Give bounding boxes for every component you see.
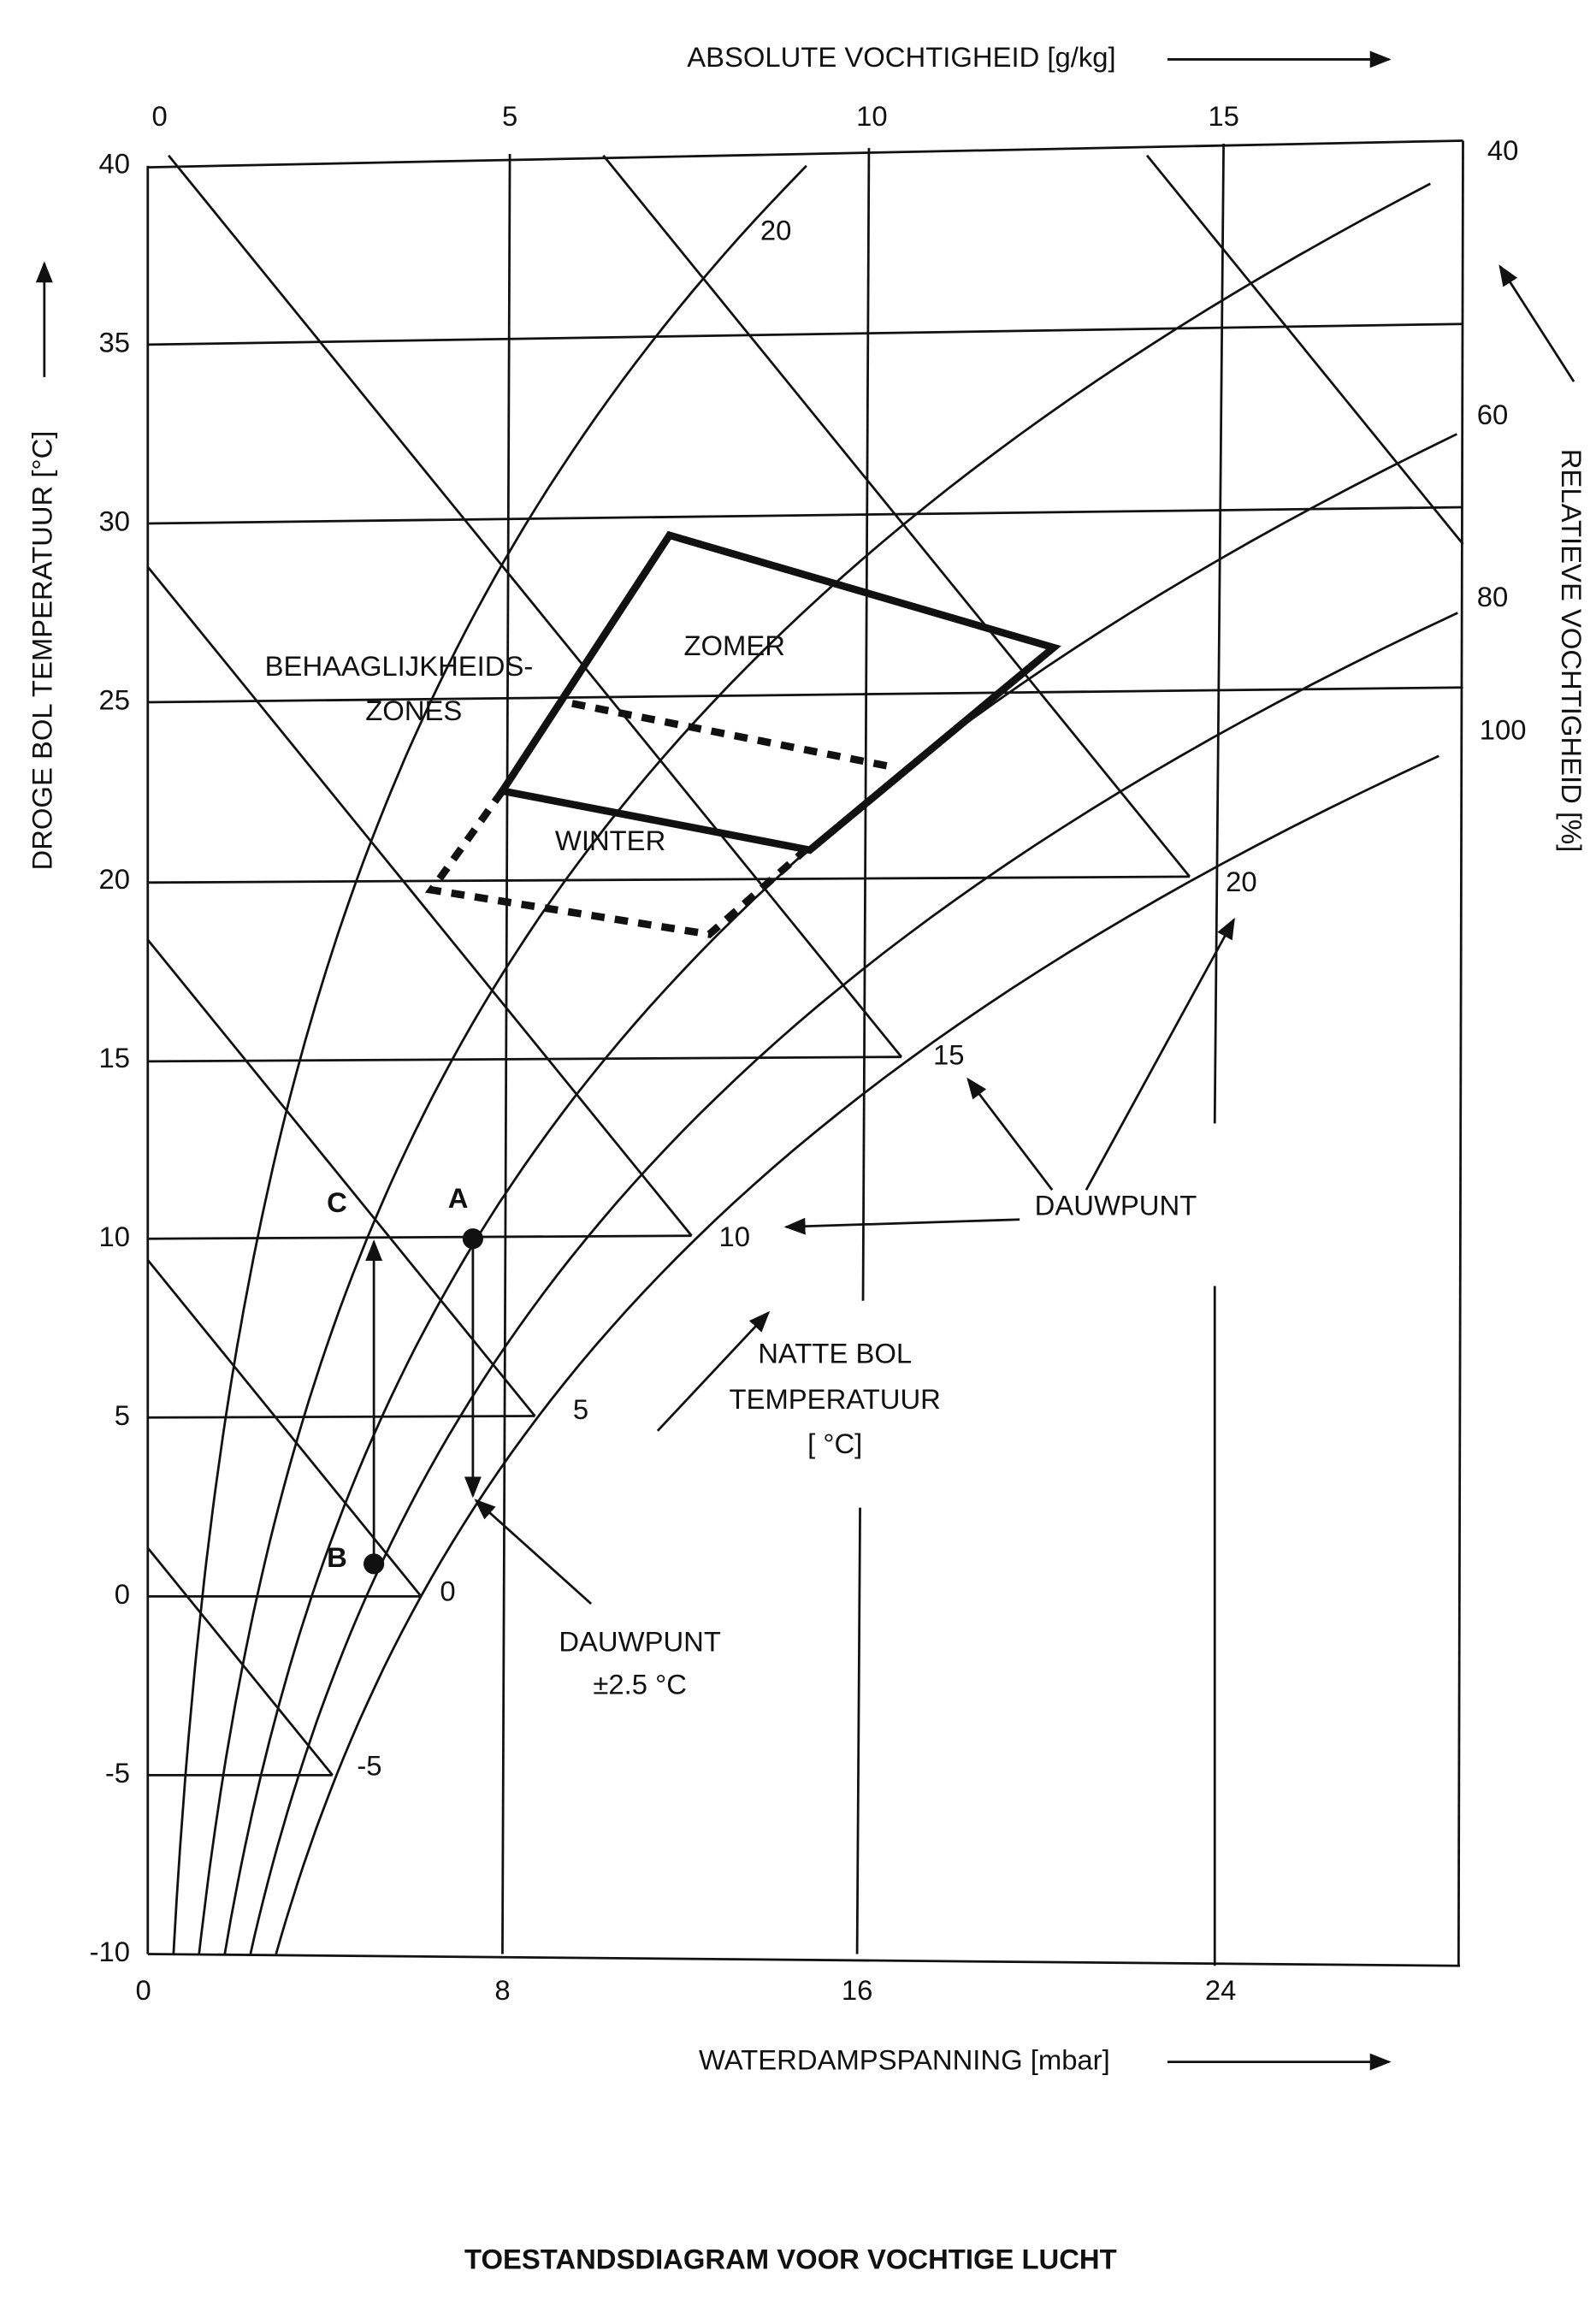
arrow — [966, 1077, 1054, 1191]
x-tick-label: 16 — [842, 1974, 873, 2006]
zone-label: ZOMER — [683, 630, 784, 661]
wet-bulb-line — [1145, 154, 1464, 546]
x-tick-label: 8 — [494, 1974, 510, 2006]
temperature-line — [147, 139, 1463, 169]
arrow — [783, 1217, 1020, 1235]
wet-bulb-line — [168, 154, 903, 1058]
wet-bulb-label: 0 — [440, 1576, 455, 1607]
wet-bulb-label: -5 — [357, 1749, 381, 1781]
annotation: DAUWPUNT — [1035, 1190, 1197, 1221]
humidity-curve — [275, 754, 1439, 1954]
x-tick-label: 24 — [1205, 1974, 1237, 2006]
y-tick-label: 0 — [115, 1578, 130, 1610]
x-tick-label: 0 — [135, 1974, 151, 2006]
y-tick-label: 5 — [115, 1399, 130, 1431]
wet-bulb-label: 5 — [573, 1393, 588, 1425]
right-tick-label: 60 — [1477, 399, 1509, 430]
y-tick-label: 40 — [99, 148, 131, 180]
temperature-line — [147, 686, 1463, 704]
chart-lines — [35, 50, 1575, 2071]
y-tick-label: -10 — [90, 1936, 130, 1967]
y-tick-label: 20 — [99, 863, 131, 895]
axis-title: DROGE BOL TEMPERATUUR [°C] — [27, 431, 58, 871]
annotation: TEMPERATUUR — [730, 1383, 941, 1415]
wet-bulb-line — [602, 154, 1191, 878]
right-tick-label: 80 — [1477, 581, 1509, 612]
annotation: NATTE BOL — [758, 1337, 912, 1369]
page-title: TOESTANDSDIAGRAM VOOR VOCHTIGE LUCHT — [464, 2244, 1117, 2275]
y-tick-label: 15 — [99, 1042, 131, 1073]
humidity-curve — [172, 164, 807, 1954]
wet-bulb-label: 20 — [1226, 866, 1257, 897]
annotation: ±2.5 °C — [593, 1668, 687, 1700]
y-tick-label: -5 — [105, 1757, 130, 1789]
top-tick-label: 0 — [151, 100, 167, 132]
y-tick-label: 35 — [99, 327, 131, 358]
y-tick-label: 25 — [99, 684, 131, 716]
y-tick-label: 10 — [99, 1221, 131, 1252]
top-tick-label: 5 — [502, 100, 517, 132]
winter-zone — [424, 789, 808, 938]
point-label: A — [448, 1182, 469, 1214]
pressure-line — [861, 148, 871, 1301]
temperature-line — [147, 1415, 535, 1419]
wet-bulb-line — [146, 565, 693, 1237]
right-tick-label: 100 — [1480, 713, 1527, 745]
pressure-line — [855, 1507, 861, 1954]
arrow — [474, 1499, 593, 1605]
arrow — [656, 1310, 771, 1432]
winter-zone — [565, 698, 888, 770]
pressure-line — [1213, 143, 1225, 1124]
temperature-line — [147, 322, 1463, 346]
wet-bulb-line — [146, 1546, 334, 1777]
right-tick-label: 40 — [1487, 134, 1519, 166]
axis-title: RELATIEVE VOCHTIGHEID [%] — [1556, 449, 1587, 853]
zone-label: WINTER — [555, 825, 665, 856]
arrow — [1498, 264, 1575, 382]
point-label: C — [327, 1186, 347, 1218]
temperature-line — [147, 506, 1463, 525]
zone-title: ZONES — [365, 695, 462, 726]
wet-bulb-label: 15 — [933, 1038, 965, 1070]
axis-title: WATERDAMPSPANNING [mbar] — [699, 2043, 1110, 2075]
wet-bulb-line — [146, 1259, 423, 1598]
axis-title: ABSOLUTE VOCHTIGHEID [g/kg] — [687, 41, 1115, 73]
wet-bulb-line — [146, 938, 536, 1417]
annotation: DAUWPUNT — [559, 1625, 721, 1657]
right-border — [1457, 140, 1464, 1966]
top-tick-label: 15 — [1208, 100, 1239, 132]
temperature-line — [147, 1234, 692, 1240]
zone-title: BEHAAGLIJKHEIDS- — [265, 650, 534, 682]
pressure-line — [501, 154, 511, 1954]
wet-bulb-label: 10 — [718, 1221, 750, 1252]
temperature-line — [147, 1055, 901, 1063]
summer-zone — [496, 530, 1061, 854]
annotation: [ °C] — [807, 1428, 862, 1459]
temperature-line — [147, 875, 1190, 884]
wet-bulb-label: 20 — [760, 214, 792, 245]
top-tick-label: 10 — [856, 100, 888, 132]
arrow — [1085, 917, 1235, 1191]
humidity-curve — [249, 612, 1458, 1954]
point-label: B — [327, 1541, 347, 1573]
bottom-axis — [147, 1953, 1461, 1967]
humidity-curve — [223, 433, 1458, 1954]
humidity-curve — [198, 182, 1431, 1954]
y-tick-label: 30 — [99, 506, 131, 537]
